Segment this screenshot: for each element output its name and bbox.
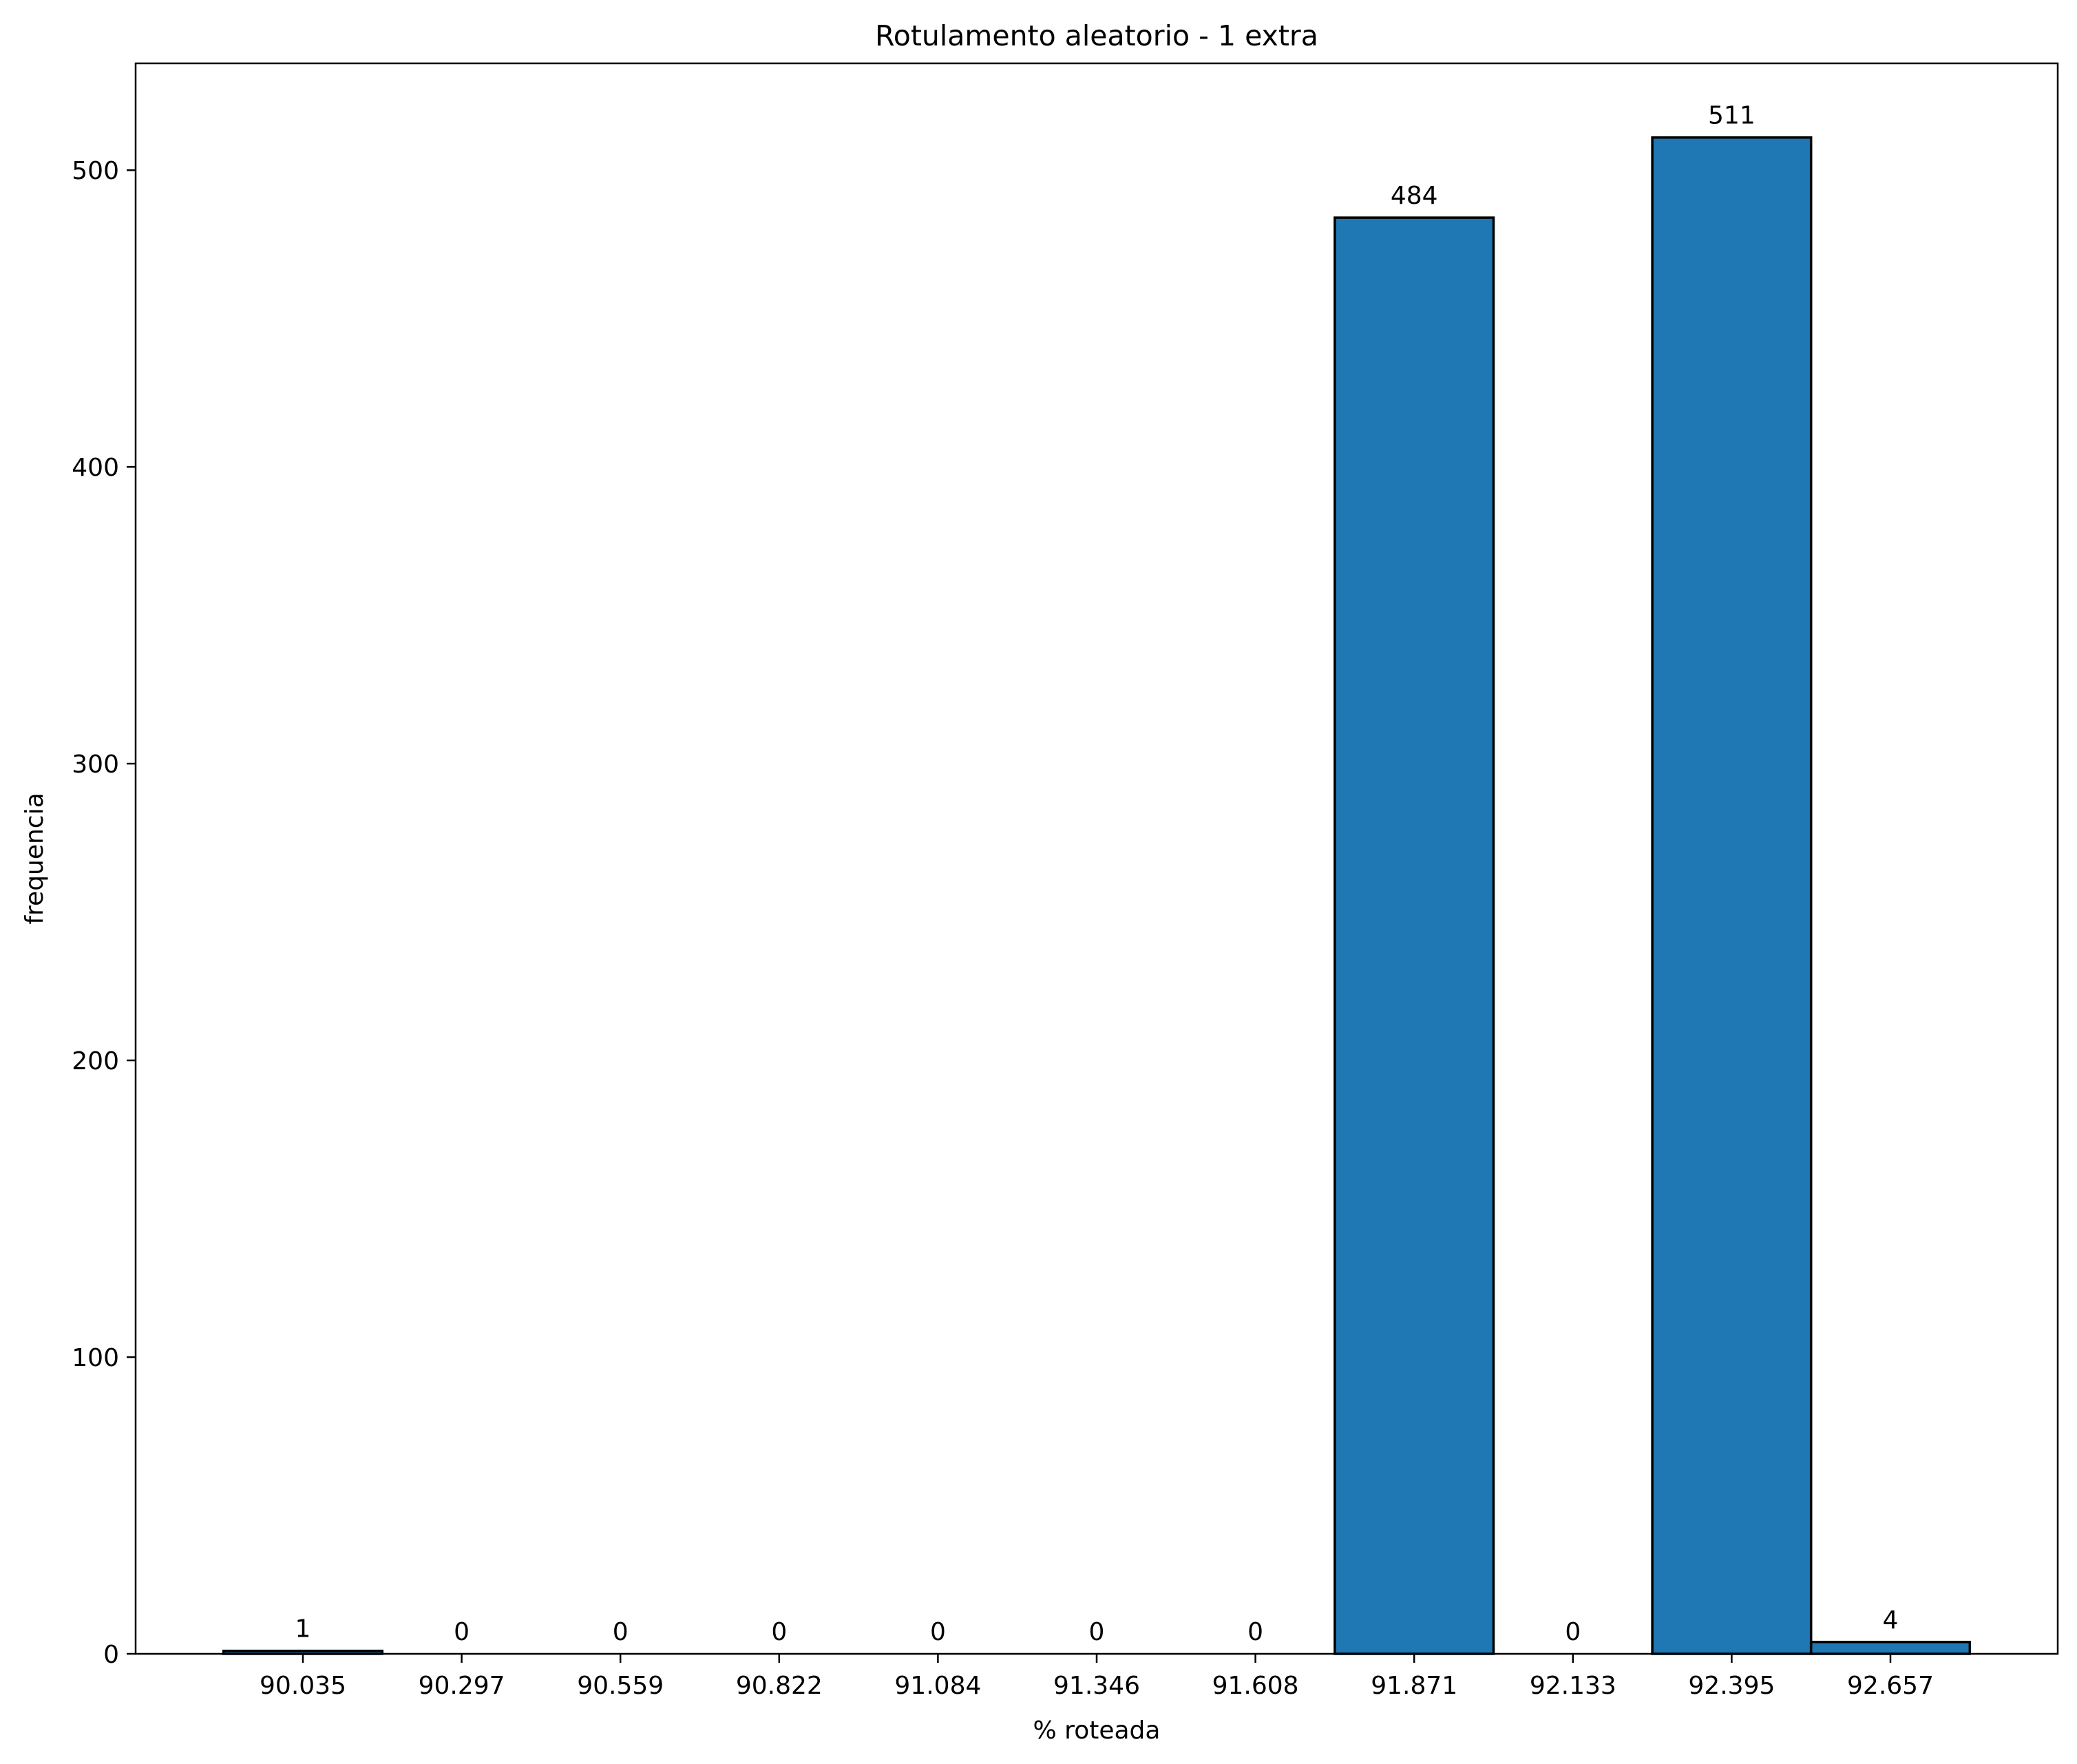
data-label-92.133: 0 [1565, 1618, 1581, 1646]
y-tick-label: 0 [103, 1641, 119, 1669]
data-label-91.346: 0 [1089, 1618, 1105, 1646]
x-tick-label: 92.657 [1847, 1672, 1934, 1700]
y-axis: 0 100 200 300 400 500 [72, 157, 136, 1669]
chart-title: Rotulamento aleatorio - 1 extra [875, 19, 1318, 52]
x-tick-label: 91.084 [894, 1672, 981, 1700]
x-tick-label: 90.559 [577, 1672, 664, 1700]
x-tick-label: 92.133 [1530, 1672, 1616, 1700]
x-tick-label: 92.395 [1688, 1672, 1775, 1700]
y-tick-label: 100 [72, 1344, 119, 1372]
data-label-92.657: 4 [1883, 1606, 1899, 1635]
data-label-90.035: 1 [295, 1615, 311, 1644]
bar-91.871 [1333, 216, 1495, 1655]
x-tick-label: 90.035 [260, 1672, 346, 1700]
x-tick-label: 90.822 [736, 1672, 823, 1700]
data-label-90.559: 0 [613, 1618, 629, 1646]
data-label-92.395: 511 [1708, 102, 1756, 130]
x-tick-label: 91.608 [1212, 1672, 1299, 1700]
bar-92.395 [1651, 136, 1813, 1655]
y-axis-label: frequencia [21, 792, 49, 924]
x-tick-label: 91.346 [1053, 1672, 1140, 1700]
x-axis-label: % roteada [1033, 1716, 1161, 1745]
data-label-90.822: 0 [771, 1618, 787, 1646]
bar-92.657 [1809, 1641, 1972, 1655]
x-tick-label: 91.871 [1371, 1672, 1457, 1700]
y-tick-label: 200 [72, 1047, 119, 1075]
x-tick-label: 90.297 [419, 1672, 505, 1700]
x-axis: 90.035 90.297 90.559 90.822 91.084 91.346 91.6… [260, 1654, 1934, 1700]
data-label-91.608: 0 [1247, 1618, 1263, 1646]
y-tick-label: 300 [72, 750, 119, 779]
data-label-90.297: 0 [454, 1618, 470, 1646]
bars-layer [222, 136, 1972, 1655]
y-tick-label: 500 [72, 157, 119, 185]
data-labels-layer: 1 0 0 0 0 0 0 484 0 511 4 [295, 102, 1899, 1646]
y-tick-label: 400 [72, 454, 119, 482]
data-label-91.871: 484 [1391, 182, 1438, 210]
data-label-91.084: 0 [930, 1618, 946, 1646]
